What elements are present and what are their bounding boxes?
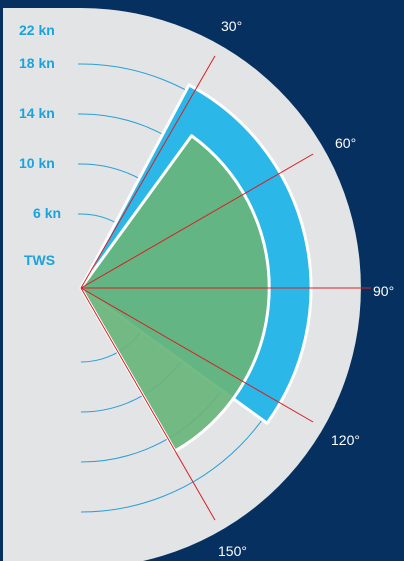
twa-label-30: 30° xyxy=(221,18,242,34)
polar-sector xyxy=(79,134,271,453)
tws-tick-label-6: 6 kn xyxy=(33,205,61,221)
twa-spokes xyxy=(80,55,371,521)
tws-tick-label-10: 10 kn xyxy=(19,155,55,171)
twa-spoke xyxy=(80,287,216,521)
tws-axis-label: TWS xyxy=(24,252,55,268)
tws-tick-label-14: 14 kn xyxy=(19,105,55,121)
tws-tick-label-18: 18 kn xyxy=(19,55,55,71)
twa-label-150: 150° xyxy=(218,543,247,559)
twa-label-60: 60° xyxy=(335,135,356,151)
tws-tick-label-22: 22 kn xyxy=(19,22,55,38)
twa-label-90: 90° xyxy=(373,283,394,299)
twa-spoke xyxy=(80,153,314,289)
twa-labels: 30° 60° 90° 120° 150° xyxy=(218,18,394,559)
twa-spoke xyxy=(80,287,314,423)
tws-labels: 22 kn 18 kn 14 kn 10 kn 6 kn TWS xyxy=(19,22,61,268)
sectors xyxy=(79,83,313,453)
twa-label-120: 120° xyxy=(331,432,360,448)
twa-spoke xyxy=(80,55,216,289)
